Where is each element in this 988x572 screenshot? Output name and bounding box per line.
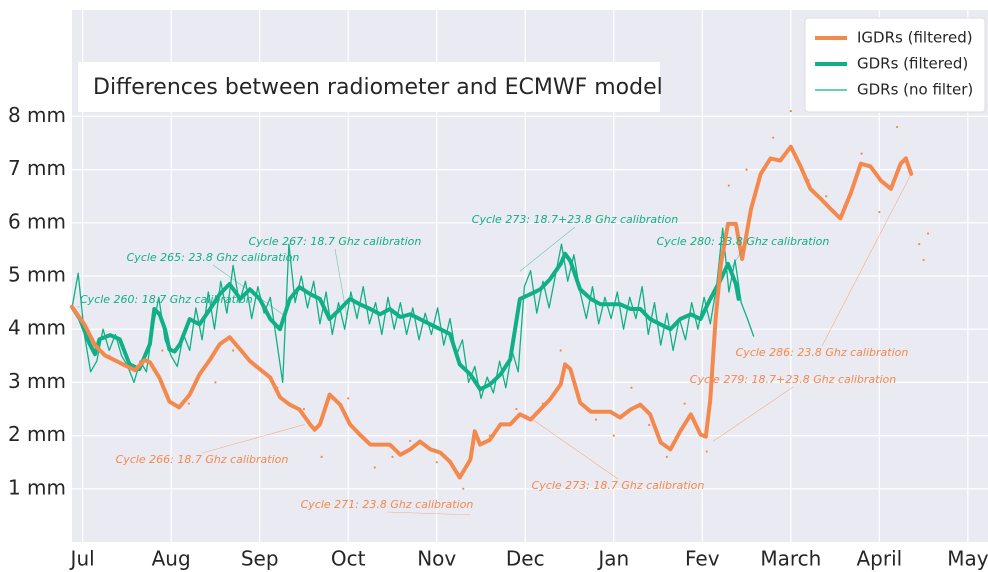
data-point [594,418,598,421]
data-point [825,195,828,198]
data-point [895,125,899,129]
data-point [435,461,438,464]
annotation-leader [821,173,912,347]
data-point [515,407,518,411]
x-tick-label: Oct [331,547,366,571]
data-point [559,349,562,352]
annotation-leader [212,264,283,315]
annotation: Cycle 267: 18.7 Ghz calibration [249,235,422,248]
annotation-leader [386,511,471,516]
data-point [214,381,217,384]
x-tick-label: March [760,547,821,571]
x-tick-label: Sep [241,547,279,571]
x-tick-label: Jan [596,547,629,571]
data-point [878,211,881,214]
data-point [922,258,925,262]
data-point [727,184,730,187]
data-point [232,349,235,352]
annotation: Cycle 279: 18.7+23.8 Ghz calibration [690,373,896,386]
data-point [612,434,615,437]
data-point [918,242,921,246]
annotation: Cycle 260: 18.7 Ghz calibration [80,293,253,306]
x-tick-label: May [947,547,988,571]
x-tick-label: Fev [685,547,720,571]
y-tick-label: 1 mm [8,475,66,499]
annotation: Cycle 286: 23.8 Ghz calibration [736,346,909,359]
y-tick-label: 6 mm [8,209,66,233]
annotation-leader [519,226,576,272]
annotation-leader [201,424,305,454]
data-point [860,152,863,155]
data-point [926,232,930,235]
annotation: Cycle 273: 18.7+23.8 Ghz calibration [472,213,678,226]
annotation-leader [712,386,794,442]
title-box [78,62,660,112]
annotation: Cycle 271: 23.8 Ghz calibration [301,498,474,511]
legend-label: IGDRs (filtered) [857,29,973,47]
y-tick-label: 3 mm [8,369,66,393]
data-point [320,455,323,458]
data-point [161,349,164,352]
x-tick-label: April [856,547,902,571]
legend-label: GDRs (no filter) [857,81,973,99]
y-tick-label: 8 mm [8,103,66,127]
data-point [683,402,686,405]
legend-label: GDRs (filtered) [857,55,968,73]
x-tick-label: Jul [69,547,95,571]
annotation-leader [730,248,744,270]
annotation: Cycle 273: 18.7 Ghz calibration [532,479,705,492]
series-line [71,227,755,400]
annotation: Cycle 266: 18.7 Ghz calibration [116,453,289,466]
data-point [665,455,668,458]
y-tick-label: 5 mm [8,263,66,287]
x-tick-label: Nov [417,547,456,571]
data-point [772,136,775,139]
data-point [187,402,190,405]
data-point [302,407,306,411]
x-tick-label: Aug [152,547,191,571]
annotation-leader [334,248,348,320]
chart-title: Differences between radiometer and ECMWF… [93,75,663,100]
data-point [705,450,708,453]
data-point [373,466,376,469]
series-line [70,251,741,392]
data-point [462,487,465,490]
y-tick-label: 2 mm [8,422,66,446]
legend-box [804,17,986,113]
data-point [648,423,651,427]
data-point [630,386,633,389]
data-point [409,439,412,443]
data-point [745,168,748,171]
x-tick-label: Dec [506,547,545,571]
annotation: Cycle 280: 23.8 Ghz calibration [657,235,830,248]
data-point [789,109,792,113]
y-tick-label: 4 mm [8,316,66,340]
series-line [70,144,914,480]
y-tick-label: 7 mm [8,156,66,180]
data-point [391,455,394,458]
annotation: Cycle 265: 23.8 Ghz calibration [127,251,300,264]
data-point [347,397,350,400]
annotation-leader [525,414,619,480]
